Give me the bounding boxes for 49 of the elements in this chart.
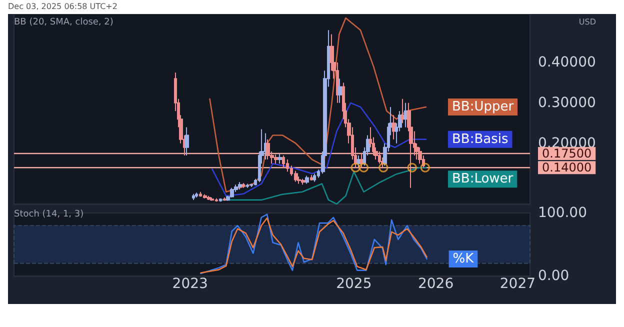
candlestick — [274, 154, 278, 164]
candlestick — [192, 193, 195, 200]
candlestick — [338, 78, 342, 104]
candlestick — [313, 173, 316, 182]
candlestick — [286, 159, 289, 172]
candlestick — [310, 174, 313, 182]
series-label: %K — [452, 251, 474, 266]
annotation: BB (20, SMA, close, 2) — [14, 18, 114, 28]
candlestick — [185, 126, 189, 156]
candlestick — [219, 198, 222, 202]
y-tick-label: 0.00 — [538, 268, 570, 284]
y-tick-label: 0.40000 — [538, 54, 596, 71]
candlestick — [246, 183, 249, 188]
candlestick — [230, 187, 234, 198]
candlestick — [278, 152, 282, 164]
candlestick — [392, 114, 396, 140]
candlestick — [264, 132, 267, 160]
x-tick-label: 2026 — [418, 276, 454, 292]
candlestick — [242, 182, 245, 188]
candlestick — [210, 197, 214, 202]
x-tick-label: 2023 — [172, 276, 208, 292]
candlestick — [404, 102, 407, 128]
candlestick — [203, 194, 207, 199]
candlestick — [418, 146, 422, 164]
candlestick — [207, 195, 211, 200]
line-series — [212, 102, 427, 197]
x-tick-label: 2025 — [336, 276, 372, 292]
ref-line-label: 0.14000 — [542, 160, 592, 175]
line-series — [221, 166, 427, 205]
candlestick — [401, 98, 405, 124]
y-tick-label: 100.00 — [538, 205, 587, 221]
y-tick-label: 0.30000 — [538, 94, 596, 111]
annotation: Stoch (14, 1, 3) — [14, 210, 84, 220]
candlestick — [223, 197, 226, 202]
candlestick — [195, 192, 198, 198]
candlestick — [378, 150, 381, 164]
line-series — [209, 17, 427, 193]
chart-title: Dec 03, 2025 06:58 UTC+2 — [8, 1, 118, 13]
candlestick — [282, 154, 285, 168]
candlestick — [238, 182, 242, 190]
candlestick — [301, 178, 305, 186]
candlestick — [305, 175, 309, 184]
text: BB:Lower — [452, 172, 514, 187]
text: USD — [578, 18, 596, 26]
candlestick — [266, 138, 270, 160]
candlestick — [250, 183, 253, 188]
x-tick-label: 2027 — [500, 276, 536, 292]
series-label: BB:Upper — [452, 99, 514, 114]
series-label: BB:Basis — [452, 132, 508, 147]
